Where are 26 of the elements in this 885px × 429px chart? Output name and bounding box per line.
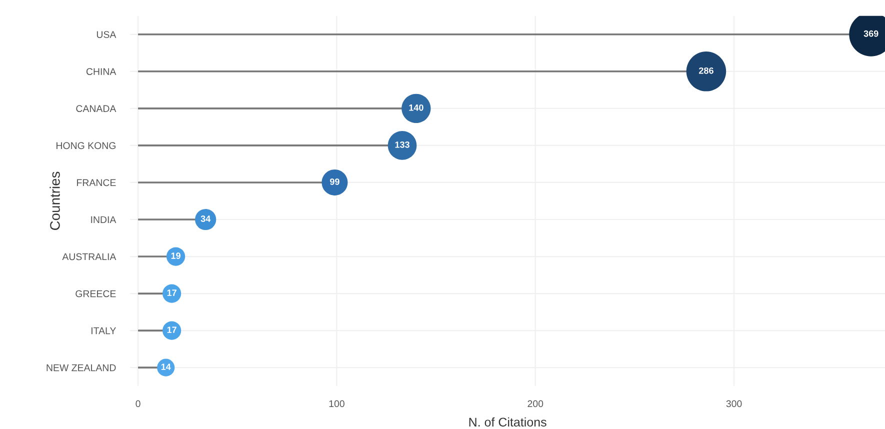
- data-label: 17: [167, 290, 176, 296]
- y-tick-label: CHINA: [86, 68, 116, 76]
- data-label: 34: [200, 216, 211, 222]
- data-label: 286: [698, 67, 714, 74]
- y-tick-label: USA: [96, 31, 116, 38]
- y-tick-label: NEW ZEALAND: [46, 364, 116, 372]
- x-axis-title: N. of Citations: [469, 417, 546, 427]
- y-tick-label: ITALY: [92, 327, 116, 334]
- y-tick-label: AUSTRALIA: [62, 253, 116, 260]
- y-tick-label: INDIA: [91, 216, 116, 224]
- data-label: 133: [395, 141, 410, 148]
- data-label: 99: [330, 178, 340, 185]
- y-tick-label: HONG KONG: [56, 142, 116, 150]
- data-label: 17: [167, 326, 176, 333]
- y-tick-label: FRANCE: [77, 179, 116, 186]
- x-tick-label: 0: [136, 400, 140, 408]
- y-axis-title: Countries: [50, 172, 60, 230]
- x-tick-label: 300: [726, 400, 742, 408]
- data-label: 19: [171, 252, 180, 259]
- x-tick-label: 100: [329, 400, 344, 408]
- data-label: 14: [161, 364, 171, 370]
- data-label: 369: [864, 30, 878, 37]
- y-tick-label: CANADA: [76, 105, 116, 112]
- y-tick-label: GREECE: [76, 290, 116, 298]
- x-tick-label: 200: [528, 400, 544, 408]
- data-label: 140: [409, 104, 424, 111]
